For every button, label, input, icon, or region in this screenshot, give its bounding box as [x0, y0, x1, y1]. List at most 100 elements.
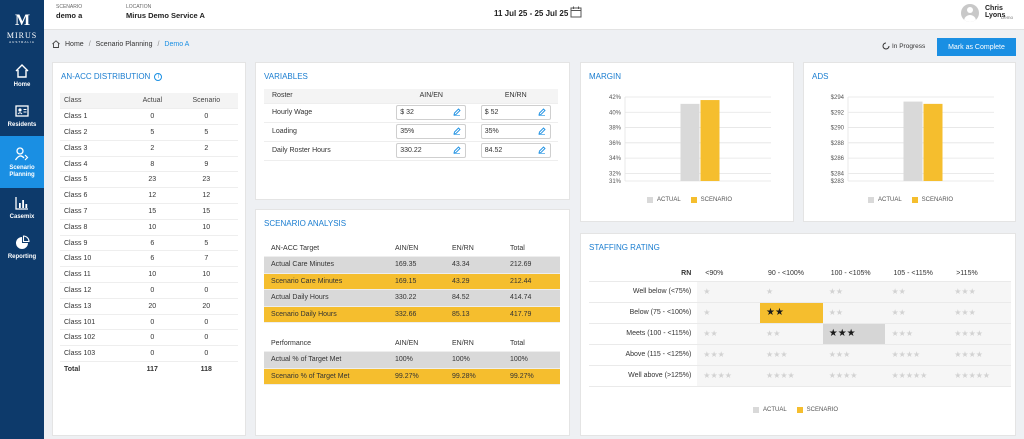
rating-cell: ★★ [822, 302, 886, 324]
brand-logo[interactable]: M MIRUS AUSTRALIA [0, 0, 44, 56]
table-row: Actual Care Minutes 169.35 43.34 212.69 [264, 256, 560, 274]
breadcrumb-separator: / [88, 40, 91, 48]
legend-actual-label: ACTUAL [657, 197, 681, 203]
total-cell: 118 [200, 366, 212, 374]
rating-row-label: Well below (<75%) [589, 281, 698, 303]
ads-panel: ADS $294 $292 $290 $288 $286 $284 $283 ACTUAL … [803, 62, 1016, 222]
table-row: Well above (>125%) ★★★★ ★★★★ ★★★★ ★★★★★ ★★★★★ [589, 365, 1011, 387]
distribution-title: AN-ACC DISTRIBUTION [61, 72, 151, 81]
table-header-row: Class Actual Scenario [60, 93, 238, 110]
variable-value: 330.22 [400, 147, 422, 154]
class-name-cell: Class 102 [60, 329, 130, 347]
progress-label: In Progress [892, 42, 926, 50]
metric-value: 417.79 [504, 306, 560, 323]
table-header-row: Roster AIN/EN EN/RN [264, 89, 558, 104]
variable-cell: 330.22 [389, 141, 474, 161]
table-row: Class 8 10 10 [60, 219, 238, 236]
scenario-count-cell: 10 [174, 266, 238, 284]
y-tick-label: 42% [609, 95, 622, 101]
user-name[interactable]: Chris Lyons [985, 5, 1006, 19]
location-selector[interactable]: Mirus Demo Service A [126, 11, 205, 20]
distribution-title-wrap: AN-ACC DISTRIBUTION i [61, 72, 163, 81]
breadcrumb-home[interactable]: Home [65, 40, 84, 48]
margin-panel: MARGIN 42% 40% 38% 36% 34% 32% 31% ACTUAL SCEN… [580, 62, 794, 222]
breadcrumb-section[interactable]: Scenario Planning [95, 40, 153, 48]
nav-home[interactable]: Home [0, 56, 44, 96]
variable-label: Loading [264, 122, 389, 142]
class-name-cell: Class 10 [60, 250, 130, 268]
star-rating-icon: ★★ [766, 307, 784, 318]
mark-complete-button[interactable]: Mark as Complete [937, 38, 1016, 56]
reporting-icon [16, 235, 30, 250]
star-rating-icon: ★★ [828, 308, 844, 317]
star-rating-icon: ★★★★★ [954, 371, 991, 380]
table-row: Well below (<75%) ★ ★ ★★ ★★ ★★★ [589, 281, 1011, 303]
margin-legend: ACTUAL SCENARIO [647, 197, 732, 203]
nav-residents-label: Residents [7, 122, 37, 129]
metric-value: 330.22 [389, 289, 446, 307]
variables-title: VARIABLES [264, 72, 308, 81]
scenario-count-cell: 2 [174, 140, 238, 157]
variable-input-ain[interactable]: 330.22 [396, 143, 467, 158]
table-row: Class 103 0 0 [60, 345, 238, 363]
scenario-count-cell: 0 [174, 108, 238, 126]
variable-value: 35% [400, 128, 415, 135]
actual-count-cell: 23 [130, 171, 175, 189]
table-header-row: RN <90% 90 - <100% 100 - <105% 105 - <115% >1… [589, 266, 1011, 282]
variable-input-ain[interactable]: 35% [396, 124, 467, 139]
variable-input-en[interactable]: 35% [480, 124, 551, 139]
actual-count-cell: 8 [130, 156, 175, 173]
y-tick-label: 34% [609, 156, 622, 162]
column-header: Total [504, 335, 560, 352]
table-header-row: Performance AIN/EN EN/RN Total [264, 335, 560, 352]
star-rating-icon: ★ [766, 287, 774, 296]
date-range[interactable]: 11 Jul 25 - 25 Jul 25 [494, 9, 569, 18]
column-header: EN/RN [446, 240, 504, 257]
legend-actual-label: ACTUAL [763, 407, 787, 413]
class-name-cell: Class 4 [60, 156, 130, 173]
variable-input-en[interactable]: 84.52 [480, 143, 551, 158]
rating-cell: ★ [760, 281, 823, 303]
table-row: Class 10 6 7 [60, 250, 238, 268]
variables-table: Roster AIN/EN EN/RN Hourly Wage $ 32 $ 52 L… [264, 89, 558, 161]
user-avatar[interactable] [961, 4, 979, 22]
nav-scenario-planning[interactable]: Scenario Planning [0, 136, 44, 188]
nav-casemix[interactable]: Casemix [0, 188, 44, 228]
staffing-rating-panel: STAFFING RATING RN <90% 90 - <100% 100 - <1… [580, 233, 1016, 436]
metric-label: Actual Care Minutes [264, 256, 389, 274]
variable-input-ain[interactable]: $ 32 [396, 105, 467, 120]
residents-icon [15, 105, 29, 117]
scenario-analysis-panel: SCENARIO ANALYSIS AN-ACC Target AIN/EN EN/… [255, 209, 570, 436]
legend-scenario-label: SCENARIO [700, 197, 733, 203]
home-icon [15, 64, 29, 78]
rating-cell: ★★★ [822, 344, 886, 366]
rating-cell: ★★★★ [760, 365, 823, 387]
nav-reporting[interactable]: Reporting [0, 228, 44, 268]
table-row: Class 101 0 0 [60, 314, 238, 331]
scenario-label: SCENARIO [56, 4, 83, 10]
star-rating-icon: ★★★★ [703, 371, 732, 380]
table-row: Actual % of Target Met 100% 100% 100% [264, 351, 560, 369]
rating-cell: ★ [697, 281, 761, 303]
variable-cell: 35% [473, 122, 558, 142]
table-row: Above (115 - <125%) ★★★ ★★★ ★★★ ★★★★ ★★★★ [589, 344, 1011, 366]
variable-value: $ 32 [400, 109, 414, 116]
calendar-icon[interactable] [570, 6, 582, 18]
nav-residents[interactable]: Residents [0, 96, 44, 136]
casemix-icon [15, 197, 28, 210]
scenario-selector[interactable]: demo a [56, 11, 83, 20]
ads-legend: ACTUAL SCENARIO [868, 197, 953, 203]
metric-value: 85.13 [446, 306, 504, 323]
distribution-panel: AN-ACC DISTRIBUTION i Class Actual Scena… [52, 62, 246, 436]
rating-cell: ★★★★★ [948, 365, 1011, 387]
column-header: Actual [130, 93, 175, 110]
scenario-count-cell: 5 [174, 124, 238, 141]
actual-count-cell: 6 [130, 235, 175, 252]
variable-input-en[interactable]: $ 52 [480, 105, 551, 120]
class-name-cell: Class 9 [60, 235, 130, 252]
variable-value: 35% [484, 128, 499, 135]
actual-count-cell: 15 [130, 203, 175, 220]
info-icon[interactable]: i [154, 72, 163, 81]
scenario-analysis-title: SCENARIO ANALYSIS [264, 219, 347, 228]
rating-cell: ★★ [760, 323, 823, 345]
